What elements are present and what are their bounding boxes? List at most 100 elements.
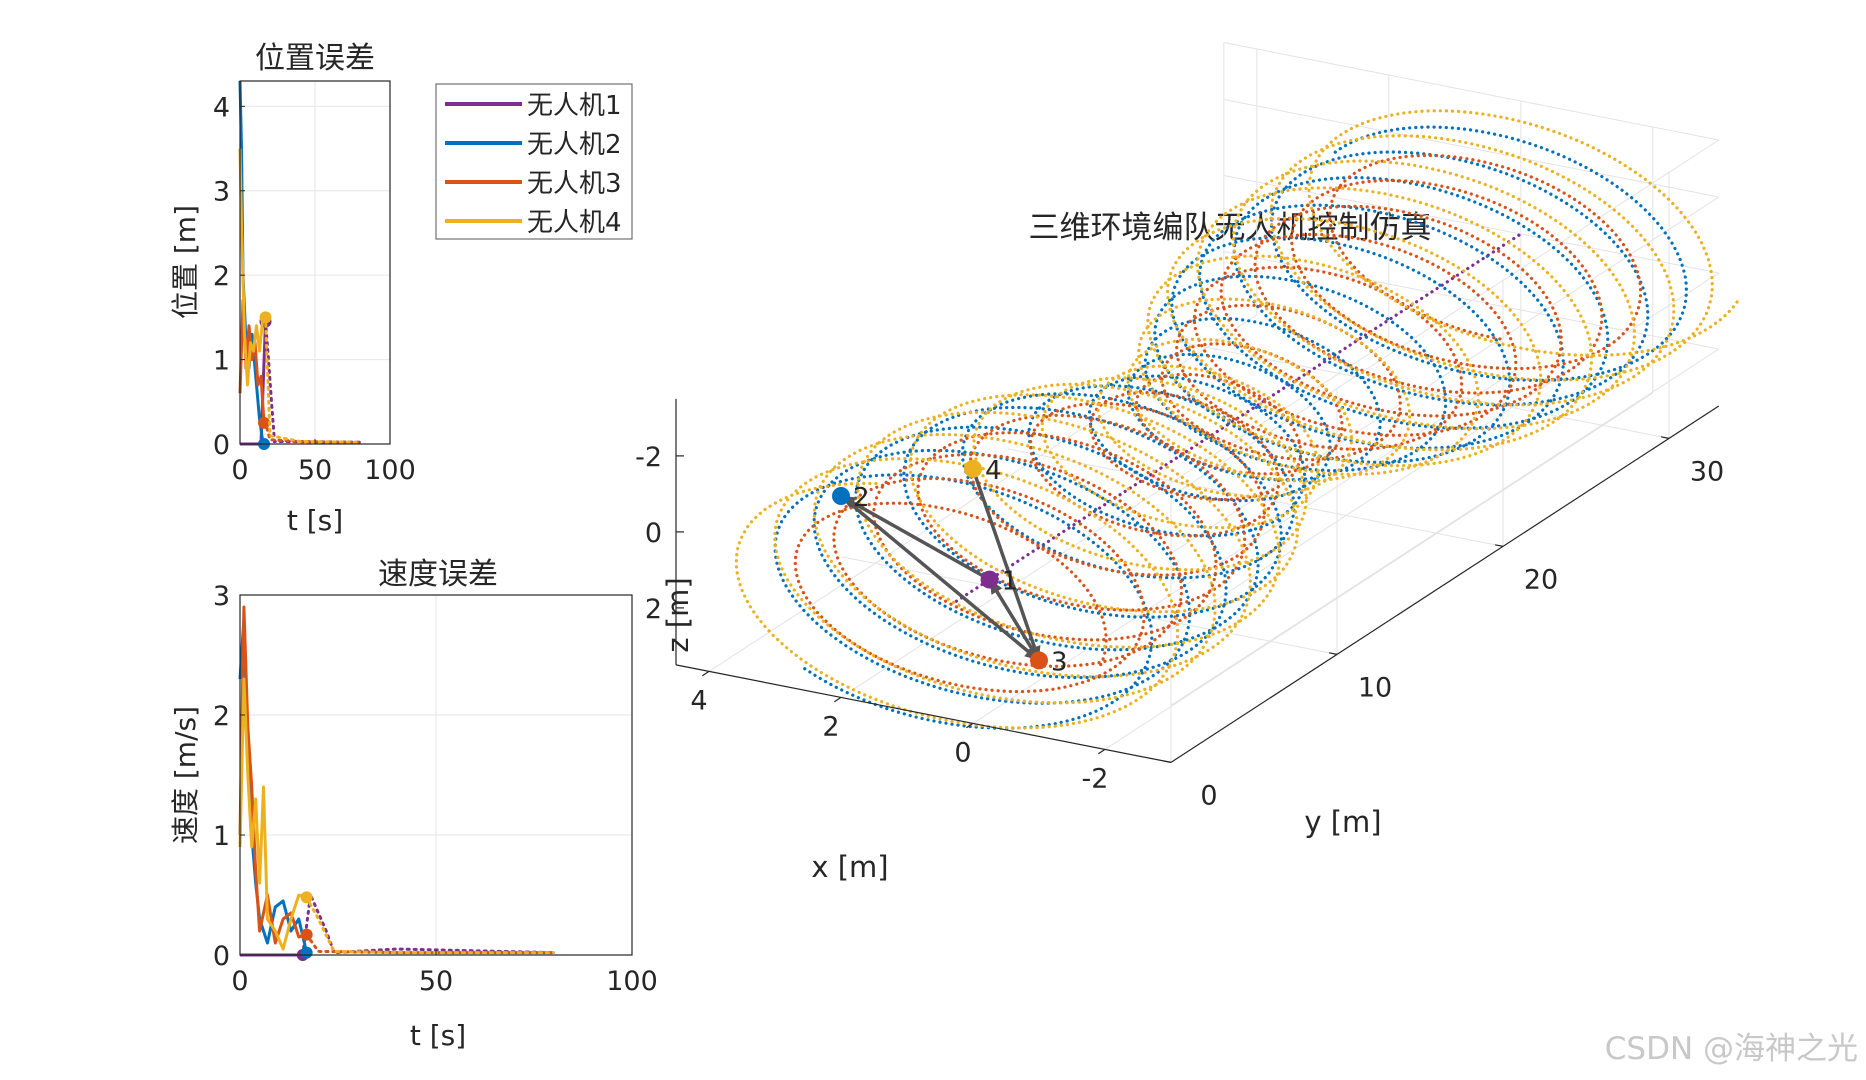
position-error-chart: 位置误差 0 50 100 0 1 2 3 4 t [s] 位置 [m] — [169, 41, 416, 537]
y-tick-label: 0 — [213, 941, 230, 972]
series-marker-3 — [300, 928, 313, 941]
axis-line-3d — [702, 670, 710, 677]
x-tick-label: 100 — [364, 455, 416, 486]
axis-line-3d — [1660, 436, 1670, 439]
x-tick-label: 0 — [954, 737, 971, 768]
y-tick-label: 3 — [213, 177, 230, 208]
simulation-3d-drones: 1 2 3 4 — [832, 456, 1068, 677]
grid-line-3d — [1170, 139, 1720, 497]
simulation-3d-trajectories — [734, 109, 1741, 730]
y-tick-label: 4 — [213, 92, 230, 123]
simulation-3d-zlabel: z [m] — [661, 577, 695, 652]
trajectory-2 — [773, 125, 1689, 730]
axis-line-3d — [1162, 760, 1172, 763]
trajectory-4 — [734, 109, 1741, 730]
legend-label: 无人机4 — [527, 208, 622, 238]
series-line-4 — [238, 148, 267, 387]
axis-line-3d — [1328, 652, 1338, 655]
grid-line-3d — [972, 366, 1522, 724]
formation-link — [840, 494, 991, 582]
series-trail-1 — [264, 320, 362, 444]
grid-line-3d — [1170, 272, 1720, 630]
axis-line-3d — [675, 664, 1172, 763]
simulation-3d-ylabel: y [m] — [1304, 805, 1381, 839]
axis-line-3d — [966, 722, 974, 729]
watermark: CSDN @海神之光 — [1604, 1031, 1858, 1067]
x-tick-label: 2 — [822, 711, 839, 742]
velocity-error-ylabel: 速度 [m/s] — [169, 706, 202, 844]
position-error-ylabel: 位置 [m] — [169, 205, 202, 319]
y-tick-label: 30 — [1690, 456, 1724, 487]
drone-marker-4 — [964, 459, 982, 478]
legend-label: 无人机2 — [527, 130, 622, 160]
y-tick-label: 0 — [1200, 780, 1217, 811]
grid-line-3d — [1170, 348, 1720, 706]
y-tick-label: 10 — [1358, 672, 1392, 703]
drone-label-3: 3 — [1051, 647, 1068, 677]
drone-marker-2 — [832, 487, 850, 505]
legend-items: 无人机1 无人机2 无人机3 无人机4 — [445, 91, 622, 238]
x-tick-label: 100 — [606, 966, 658, 997]
y-tick-label: 0 — [213, 430, 230, 461]
y-tick-label: 3 — [213, 581, 230, 612]
drone-label-2: 2 — [853, 483, 870, 513]
velocity-error-title: 速度误差 — [378, 557, 498, 592]
series-line-3 — [238, 605, 308, 945]
x-tick-label: 0 — [231, 455, 248, 486]
series-trail-1 — [301, 889, 556, 957]
velocity-error-grid — [239, 594, 633, 956]
drone-label-1: 1 — [1002, 567, 1019, 597]
x-tick-label: 50 — [298, 455, 332, 486]
x-tick-label: 0 — [231, 966, 248, 997]
x-tick-label: 50 — [419, 966, 453, 997]
position-error-ticks: 0 50 100 0 1 2 3 4 — [213, 92, 416, 486]
velocity-error-series — [238, 605, 556, 961]
series-trail-4 — [264, 315, 362, 444]
grid-line-3d — [841, 556, 1338, 655]
drone-marker-1 — [980, 570, 999, 589]
grid-line-3d — [1223, 42, 1719, 141]
position-error-title: 位置误差 — [255, 41, 375, 76]
y-tick-label: 1 — [213, 346, 230, 377]
y-tick-label: 20 — [1524, 564, 1558, 595]
grid-line-3d — [1223, 175, 1719, 274]
z-tick-label: 0 — [645, 518, 662, 549]
position-error-xlabel: t [s] — [287, 504, 343, 537]
axis-line-3d — [1098, 748, 1106, 755]
series-marker-4 — [259, 311, 272, 324]
trajectory-3 — [793, 153, 1643, 694]
series-marker-4 — [300, 891, 313, 904]
axis-line-3d — [834, 696, 842, 703]
legend: 无人机1 无人机2 无人机3 无人机4 — [435, 83, 633, 240]
drone-marker-3 — [1030, 651, 1048, 670]
grid-line-3d — [840, 340, 1390, 698]
series-line-4 — [238, 677, 308, 951]
grid-line-3d — [1007, 448, 1504, 547]
z-tick-label: -2 — [635, 442, 662, 473]
y-tick-label: 2 — [213, 701, 230, 732]
trajectory-1 — [954, 232, 1523, 603]
axis-line-3d — [1170, 405, 1720, 763]
y-tick-label: 1 — [213, 821, 230, 852]
series-trail-4 — [305, 895, 556, 955]
x-tick-label: 4 — [690, 685, 707, 716]
series-marker-3 — [258, 416, 270, 429]
x-tick-label: -2 — [1082, 763, 1109, 794]
formation-link — [971, 468, 1041, 661]
grid-line-3d — [1104, 392, 1654, 750]
series-marker-2 — [300, 946, 313, 959]
formation-link — [839, 494, 1041, 662]
position-error-series — [238, 80, 362, 450]
legend-label: 无人机1 — [527, 91, 622, 121]
axis-line-3d — [1494, 544, 1504, 547]
drone-label-4: 4 — [985, 456, 1002, 486]
z-tick-label: 2 — [645, 594, 662, 625]
legend-box — [435, 83, 633, 240]
simulation-3d-xlabel: x [m] — [811, 850, 888, 884]
legend-label: 无人机3 — [527, 169, 622, 199]
y-tick-label: 2 — [213, 261, 230, 292]
formation-link — [988, 578, 1041, 662]
